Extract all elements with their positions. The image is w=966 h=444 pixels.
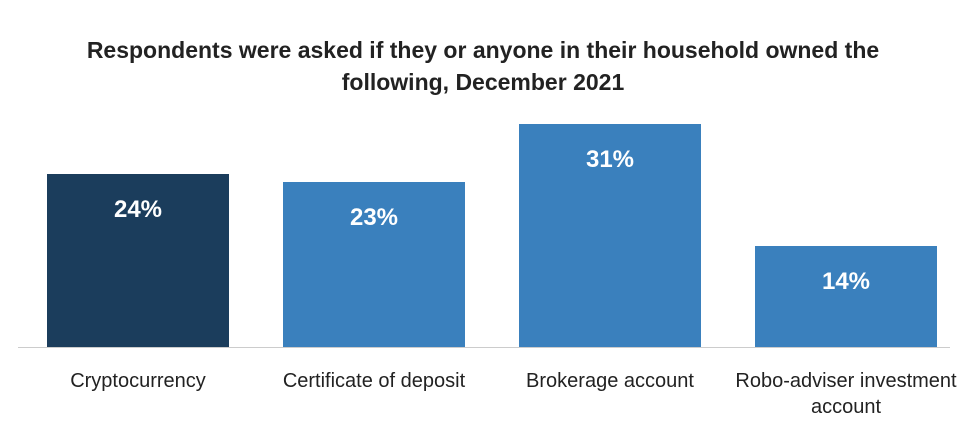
value-label: 31% — [585, 146, 635, 173]
bar — [283, 181, 465, 347]
chart-title: Respondents were asked if they or anyone… — [86, 37, 880, 95]
bar — [47, 174, 229, 347]
baseline — [18, 347, 950, 348]
x-tick-label: Cryptocurrency — [70, 370, 206, 392]
x-tick-label: Robo-adviser investment account — [735, 370, 957, 418]
bar — [519, 124, 701, 347]
x-tick-label: Certificate of deposit — [282, 370, 466, 392]
bar — [755, 246, 937, 347]
x-tick-label: Brokerage account — [526, 370, 694, 392]
value-label: 24% — [113, 196, 163, 224]
value-label: 14% — [821, 268, 871, 296]
value-label: 23% — [349, 203, 399, 231]
